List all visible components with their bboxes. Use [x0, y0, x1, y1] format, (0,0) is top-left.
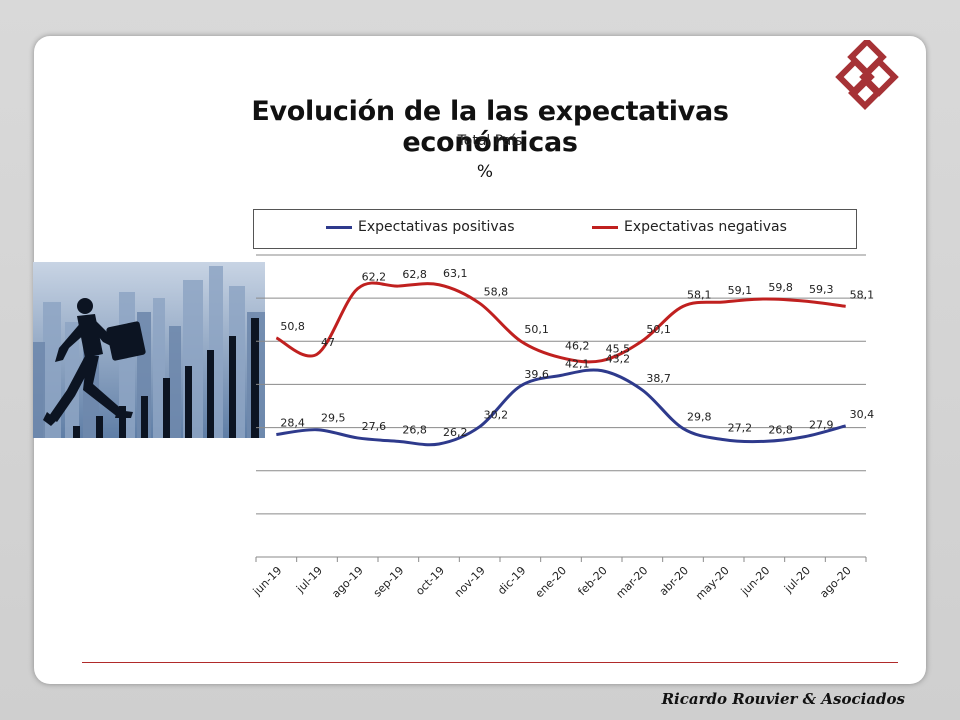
data-label-positive: 30,2 [484, 409, 509, 422]
footer-brand: Ricardo Rouvier & Asociados [661, 690, 905, 708]
data-label-negative: 58,8 [484, 285, 509, 298]
x-tick-label: jul-19 [293, 564, 325, 596]
x-tick-label: nov-19 [452, 564, 488, 600]
data-label-negative: 58,1 [850, 288, 875, 301]
x-tick-label: abr-20 [657, 564, 691, 598]
data-label-positive: 27,2 [728, 422, 753, 435]
data-label-positive: 42,1 [565, 357, 590, 370]
data-label-negative: 50,1 [524, 323, 549, 336]
data-label-negative: 47 [321, 336, 335, 349]
data-label-negative: 50,8 [280, 320, 305, 333]
legend-label-positive: Expectativas positivas [358, 219, 515, 235]
unit-label: % [476, 162, 494, 182]
businessman-illustration [33, 262, 265, 438]
data-label-positive: 43,2 [606, 353, 631, 366]
data-label-positive: 27,6 [362, 420, 387, 433]
data-label-negative: 62,2 [362, 271, 387, 284]
data-label-negative: 62,8 [402, 268, 427, 281]
chart-legend: Expectativas positivas Expectativas nega… [253, 209, 857, 249]
data-label-negative: 58,1 [687, 288, 712, 301]
chart-subtitle: Total País [457, 133, 523, 149]
data-label-negative: 46,2 [565, 340, 590, 353]
legend-swatch-positive [326, 225, 352, 229]
x-tick-label: may-20 [693, 564, 732, 603]
data-label-positive: 39,6 [524, 368, 549, 381]
data-label-negative: 59,3 [809, 283, 834, 296]
x-tick-label: ago-20 [817, 564, 854, 601]
series-line-positive [276, 368, 847, 447]
data-label-negative: 50,1 [646, 323, 671, 336]
legend-item-negative: Expectativas negativas [592, 219, 787, 235]
data-label-positive: 29,5 [321, 412, 346, 425]
x-tick-label: sep-19 [371, 564, 407, 600]
data-label-negative: 59,1 [728, 284, 753, 297]
x-tick-label: dic-19 [495, 564, 528, 597]
data-label-positive: 29,8 [687, 410, 712, 423]
x-tick-label: feb-20 [575, 564, 609, 598]
data-label-positive: 27,9 [809, 419, 834, 432]
data-label-positive: 26,2 [443, 426, 468, 439]
data-label-negative: 45,5 [606, 343, 631, 356]
legend-item-positive: Expectativas positivas [326, 219, 515, 235]
data-label-negative: 63,1 [443, 267, 468, 280]
data-label-negative: 59,8 [768, 281, 793, 294]
legend-swatch-negative [592, 225, 618, 229]
x-tick-label: ago-19 [329, 564, 366, 601]
data-label-positive: 38,7 [646, 372, 671, 385]
company-logo [835, 40, 899, 110]
x-tick-label: oct-19 [413, 564, 447, 598]
data-label-positive: 28,4 [280, 416, 305, 429]
data-label-positive: 26,8 [402, 423, 427, 436]
legend-label-negative: Expectativas negativas [624, 219, 787, 235]
chart-title: Evolución de la las expectativas económi… [251, 96, 729, 158]
x-tick-label: ene-20 [533, 564, 569, 600]
data-label-positive: 26,8 [768, 423, 793, 436]
x-tick-label: jul-20 [781, 564, 813, 596]
footer-divider [82, 662, 898, 663]
data-label-positive: 30,4 [850, 408, 875, 421]
series-line-negative [275, 281, 846, 364]
x-tick-label: mar-20 [614, 564, 651, 601]
x-tick-label: jun-20 [738, 564, 773, 599]
x-tick-label: jun-19 [250, 564, 285, 599]
